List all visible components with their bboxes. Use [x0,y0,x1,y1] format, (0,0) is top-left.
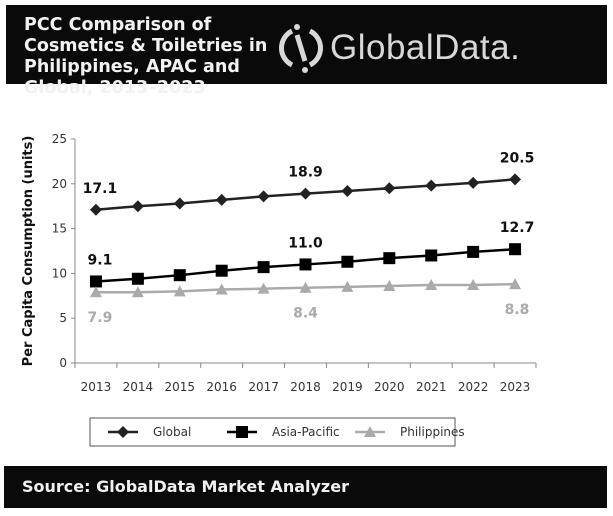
x-tick-label: 2022 [458,380,489,394]
data-label: 7.9 [88,310,113,326]
square-marker [131,272,144,285]
square-marker [215,264,228,277]
triangle-marker [173,285,186,297]
data-label: 8.8 [505,302,530,318]
y-tick-label: 0 [59,356,67,370]
square-marker [299,258,312,271]
x-tick-label: 2021 [416,380,447,394]
diamond-marker [467,176,480,189]
y-tick-label: 5 [59,311,67,325]
chart-title: PCC Comparison of Cosmetics & Toiletries… [24,15,268,98]
title-banner: PCC Comparison of Cosmetics & Toiletries… [6,5,607,98]
x-tick-label: 2016 [206,380,237,394]
triangle-marker [257,282,270,294]
square-marker [257,261,270,274]
y-tick-label: 25 [52,132,67,146]
legend-item: Philippines [355,425,465,439]
triangle-marker [215,283,228,295]
x-tick-label: 2023 [500,380,531,394]
diamond-marker [173,197,186,210]
x-tick-label: 2013 [81,380,112,394]
triangle-marker [425,279,438,291]
legend-label: Philippines [400,425,465,439]
square-marker [89,275,102,288]
triangle-marker [89,286,102,298]
diamond-marker [341,184,354,197]
y-tick-label: 20 [52,177,67,191]
diamond-marker [131,200,144,213]
diamond-marker [215,193,228,206]
diamond-marker [89,203,102,216]
triangle-marker [509,278,522,290]
square-marker [173,269,186,282]
square-marker [509,243,522,256]
globaldata-logo-icon [278,24,324,73]
x-tick-label: 2015 [164,380,195,394]
legend-label: Global [153,425,191,439]
data-label: 11.0 [288,235,323,251]
diamond-marker [425,179,438,192]
data-label: 9.1 [88,252,113,268]
x-tick-label: 2019 [332,380,363,394]
square-marker [236,426,248,438]
triangle-marker [299,281,312,293]
data-label: 8.4 [293,306,318,322]
square-marker [383,252,396,265]
data-label: 18.9 [288,165,323,181]
y-tick-label: 10 [52,266,67,280]
triangle-marker [383,279,396,291]
x-tick-label: 2017 [248,380,279,394]
series-asia-pacific: 9.1 11.0 12.7 [88,220,535,288]
triangle-marker [467,279,480,291]
x-tick-label: 2018 [290,380,321,394]
data-label: 20.5 [500,150,535,166]
square-marker [425,249,438,262]
source-text: Source: GlobalData Market Analyzer [22,477,349,496]
diamond-marker [383,182,396,195]
globaldata-logo: GlobalData. [278,21,520,75]
logo-text: GlobalData. [330,28,521,67]
legend-item: Asia-Pacific [227,425,340,439]
legend-label: Asia-Pacific [272,425,340,439]
source-banner: Source: GlobalData Market Analyzer [4,466,607,508]
diamond-marker [299,187,312,200]
x-tick-label: 2020 [374,380,405,394]
x-tick-label: 2014 [123,380,154,394]
triangle-marker [131,286,144,298]
square-marker [341,255,354,268]
triangle-marker [364,426,376,437]
series-global: 17.1 18.9 20.5 [83,150,535,216]
triangle-marker [341,280,354,292]
diamond-marker [509,173,522,186]
diamond-marker [117,426,129,438]
square-marker [467,245,480,258]
legend: Global Asia-Pacific Philippines [89,417,465,447]
series-philippines: 7.9 8.4 8.8 [88,278,530,326]
y-axis-label: Per Capita Consumption (units) [21,136,36,367]
y-tick-label: 15 [52,222,67,236]
diamond-marker [257,190,270,203]
data-label: 17.1 [83,181,118,197]
legend-item: Global [108,425,191,439]
data-label: 12.7 [500,220,535,236]
